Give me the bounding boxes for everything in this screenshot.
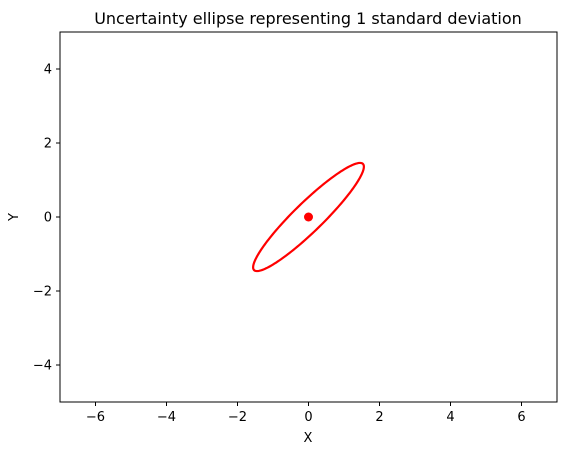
- x-tick-label: 2: [375, 410, 383, 425]
- y-tick-label: −4: [33, 359, 52, 374]
- x-tick-label: 0: [304, 410, 312, 425]
- x-tick-label: −2: [228, 410, 247, 425]
- chart-title: Uncertainty ellipse representing 1 stand…: [94, 9, 522, 28]
- y-axis-ticks: −4 −2 0 2 4: [33, 63, 60, 374]
- x-tick-label: 4: [446, 410, 454, 425]
- x-tick-label: 6: [517, 410, 525, 425]
- uncertainty-ellipse: [252, 161, 365, 273]
- y-tick-label: 0: [44, 211, 52, 226]
- y-tick-label: 2: [44, 137, 52, 152]
- y-tick-label: −2: [33, 285, 52, 300]
- x-tick-label: −6: [86, 410, 105, 425]
- x-axis-label: X: [304, 431, 313, 446]
- data-marks: [252, 161, 365, 273]
- x-axis-ticks: −6 −4 −2 0 2 4 6: [86, 402, 526, 425]
- x-tick-label: −4: [157, 410, 176, 425]
- y-tick-label: 4: [44, 63, 52, 78]
- center-point: [304, 212, 313, 222]
- y-axis-label: Y: [7, 213, 22, 222]
